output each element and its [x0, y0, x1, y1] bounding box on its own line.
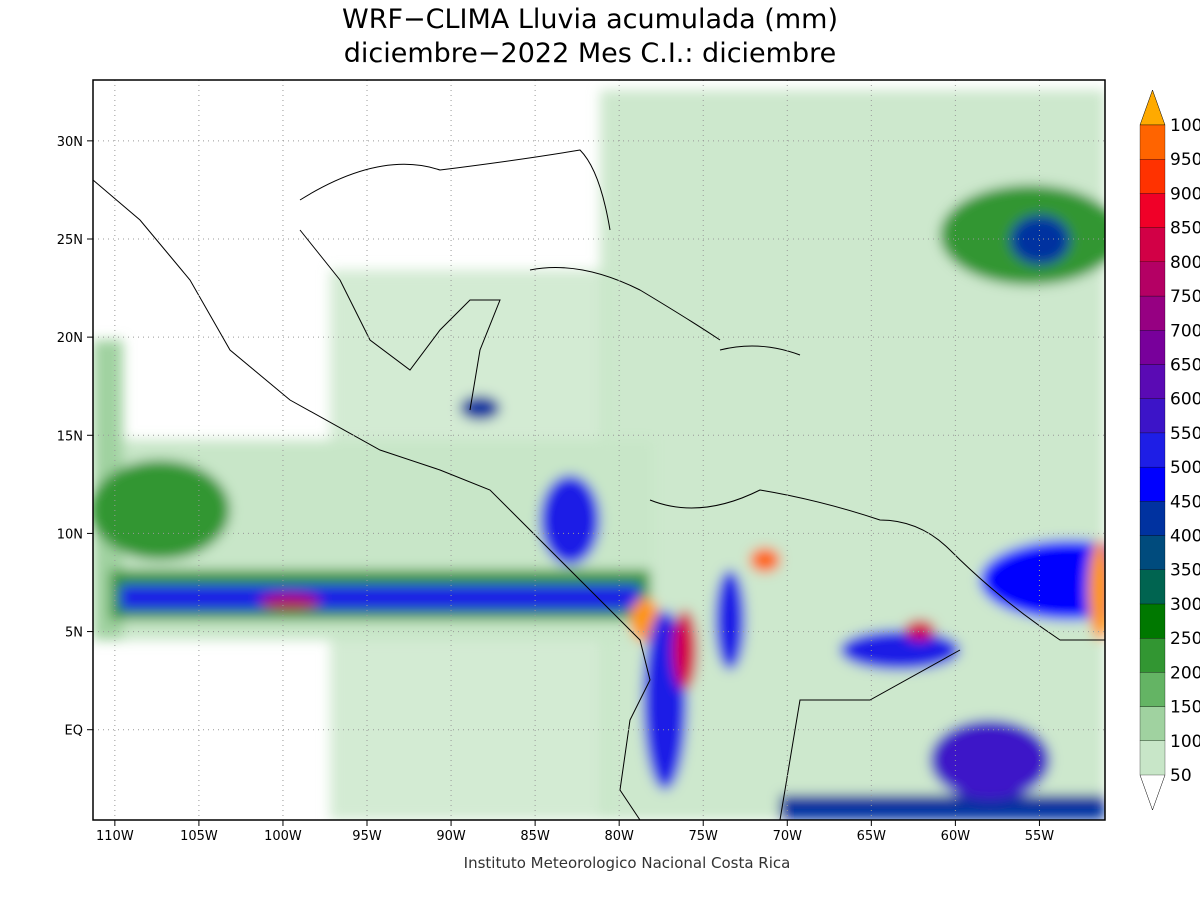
colorbar-box [1139, 569, 1166, 605]
x-tick-label: 110W [96, 829, 134, 844]
colorbar-label: 600 [1170, 390, 1200, 410]
colorbar-label: 350 [1170, 561, 1200, 581]
colorbar-label: 200 [1170, 663, 1200, 683]
colorbar-label: 450 [1170, 492, 1200, 512]
colorbar-label: 650 [1170, 355, 1200, 375]
y-tick-label: 20N [57, 331, 83, 346]
colorbar-underflow [1139, 774, 1166, 811]
y-tick-label: 25N [57, 233, 83, 248]
colorbar-box [1139, 432, 1166, 468]
colorbar-label: 300 [1170, 595, 1200, 615]
colorbar-label: 400 [1170, 527, 1200, 547]
colorbar-label: 150 [1170, 698, 1200, 718]
colorbar-label: 550 [1170, 424, 1200, 444]
colorbar-box [1139, 535, 1166, 570]
plot-frame [92, 79, 1106, 821]
colorbar-label: 100 [1170, 732, 1200, 752]
colorbar-box [1139, 124, 1166, 160]
colorbar-box [1139, 740, 1166, 776]
x-tick-label: 85W [520, 829, 550, 844]
colorbar-box [1139, 672, 1166, 707]
colorbar-box [1139, 603, 1166, 639]
y-tick-label: 30N [57, 135, 83, 150]
x-tick-label: 100W [264, 829, 302, 844]
x-tick-label: 65W [857, 829, 887, 844]
graticule [93, 80, 1105, 820]
colorbar-box [1139, 364, 1166, 399]
colorbar-label: 850 [1170, 219, 1200, 239]
colorbar-label: 1000 [1170, 116, 1200, 136]
title: WRF−CLIMA Lluvia acumulada (mm) [342, 4, 838, 35]
x-tick-label: 55W [1025, 829, 1055, 844]
colorbar-label: 800 [1170, 253, 1200, 273]
colorbar-box [1139, 501, 1166, 536]
colorbar-box [1139, 638, 1166, 673]
x-tick-label: 90W [436, 829, 466, 844]
y-tick-label: 15N [57, 429, 83, 444]
colorbar-box [1139, 159, 1166, 194]
colorbar-box [1139, 398, 1166, 434]
x-tick-label: 80W [604, 829, 634, 844]
y-tick-label: 10N [57, 527, 83, 542]
subtitle: diciembre−2022 Mes C.I.: diciembre [344, 38, 836, 69]
x-tick-label: 60W [941, 829, 971, 844]
colorbar-overflow [1139, 89, 1166, 126]
colorbar-label: 50 [1170, 766, 1192, 786]
colorbar-box [1139, 706, 1166, 741]
rain-field [93, 90, 1105, 820]
colorbar-box [1139, 466, 1166, 502]
colorbar-label: 500 [1170, 458, 1200, 478]
colorbar-label: 950 [1170, 150, 1200, 170]
colorbar-box [1139, 261, 1166, 297]
colorbar-box [1139, 227, 1166, 262]
footer: Instituto Meteorologico Nacional Costa R… [464, 854, 791, 872]
colorbar-label: 700 [1170, 321, 1200, 341]
colorbar-box [1139, 295, 1166, 331]
x-tick-label: 75W [689, 829, 719, 844]
x-tick-label: 105W [180, 829, 218, 844]
y-tick-label: 5N [65, 626, 83, 641]
colorbar-label: 900 [1170, 184, 1200, 204]
colorbar-box [1139, 330, 1166, 365]
colorbar-box [1139, 193, 1166, 228]
colorbar-label: 750 [1170, 287, 1200, 307]
y-tick-label: EQ [65, 724, 83, 739]
x-tick-label: 70W [773, 829, 803, 844]
x-tick-label: 95W [352, 829, 382, 844]
colorbar-label: 250 [1170, 629, 1200, 649]
